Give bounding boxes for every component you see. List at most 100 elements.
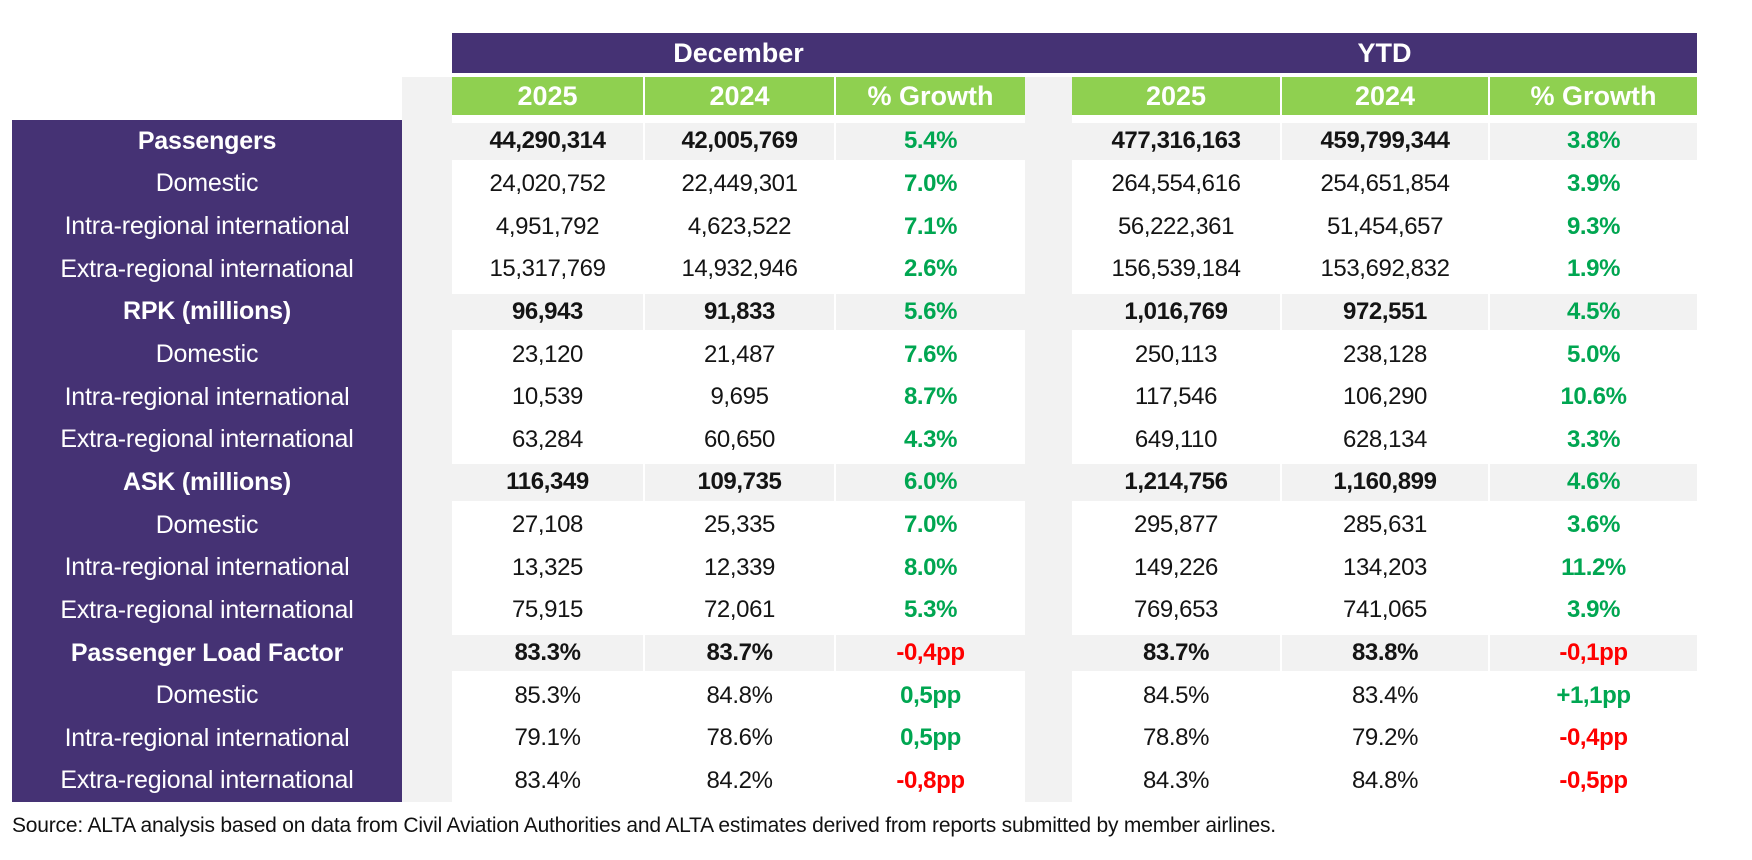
row-label: Domestic — [12, 162, 402, 206]
row-label: Intra-regional international — [12, 716, 402, 760]
traffic-table: December YTD 2025 2024 % Growth 2025 202… — [12, 33, 1697, 803]
cell-dec-growth: 7.0% — [834, 503, 1025, 547]
row-label: Domestic — [12, 333, 402, 376]
cell-dec-growth: 7.6% — [834, 333, 1025, 376]
row-label: RPK (millions) — [12, 290, 402, 334]
cell-dec-growth: 7.1% — [834, 205, 1025, 248]
cell-ytd-2025: 1,016,769 — [1072, 290, 1280, 334]
cell-dec-growth: -0,8pp — [834, 759, 1025, 803]
cell-ytd-growth: 11.2% — [1488, 546, 1697, 590]
cell-dec-growth: 8.0% — [834, 546, 1025, 590]
cell-dec-2025: 10,539 — [452, 375, 643, 419]
cell-ytd-growth: 9.3% — [1488, 205, 1697, 248]
cell-ytd-growth: -0,4pp — [1488, 716, 1697, 760]
ytd-2025-header: 2025 — [1072, 77, 1280, 115]
cell-dec-2024: 84.8% — [643, 674, 834, 717]
cell-dec-growth: 0,5pp — [834, 716, 1025, 760]
cell-ytd-2025: 84.3% — [1072, 759, 1280, 803]
cell-dec-2025: 83.3% — [452, 631, 643, 675]
row-label: Passengers — [12, 120, 402, 163]
cell-ytd-2024: 628,134 — [1280, 418, 1488, 462]
cell-dec-growth: 7.0% — [834, 162, 1025, 206]
cell-dec-growth: 5.3% — [834, 589, 1025, 632]
row-label: Extra-regional international — [12, 589, 402, 632]
cell-dec-2025: 13,325 — [452, 546, 643, 590]
dec-2025-header: 2025 — [452, 77, 643, 115]
cell-ytd-growth: 4.6% — [1488, 461, 1697, 504]
dec-growth-header: % Growth — [834, 77, 1025, 115]
cell-ytd-2024: 84.8% — [1280, 759, 1488, 803]
cell-dec-2024: 84.2% — [643, 759, 834, 803]
cell-dec-2024: 72,061 — [643, 589, 834, 632]
cell-dec-2025: 15,317,769 — [452, 247, 643, 291]
cell-ytd-growth: 3.9% — [1488, 162, 1697, 206]
period-header-bar — [452, 33, 1697, 73]
cell-ytd-2025: 117,546 — [1072, 375, 1280, 419]
cell-dec-2025: 24,020,752 — [452, 162, 643, 206]
cell-dec-2024: 14,932,946 — [643, 247, 834, 291]
row-label: Intra-regional international — [12, 546, 402, 590]
cell-ytd-2024: 83.8% — [1280, 631, 1488, 675]
cell-ytd-growth: 5.0% — [1488, 333, 1697, 376]
cell-dec-2024: 91,833 — [643, 290, 834, 334]
cell-ytd-2025: 84.5% — [1072, 674, 1280, 717]
cell-dec-2024: 42,005,769 — [643, 120, 834, 163]
cell-dec-2025: 44,290,314 — [452, 120, 643, 163]
cell-dec-2024: 78.6% — [643, 716, 834, 760]
cell-dec-growth: 6.0% — [834, 461, 1025, 504]
cell-ytd-2024: 51,454,657 — [1280, 205, 1488, 248]
cell-dec-2024: 60,650 — [643, 418, 834, 462]
cell-dec-growth: 2.6% — [834, 247, 1025, 291]
cell-ytd-2025: 295,877 — [1072, 503, 1280, 547]
cell-dec-2025: 63,284 — [452, 418, 643, 462]
cell-ytd-growth: 3.3% — [1488, 418, 1697, 462]
cell-ytd-2024: 83.4% — [1280, 674, 1488, 717]
cell-ytd-2024: 153,692,832 — [1280, 247, 1488, 291]
cell-dec-2025: 75,915 — [452, 589, 643, 632]
cell-dec-2025: 116,349 — [452, 461, 643, 504]
ytd-growth-header: % Growth — [1488, 77, 1697, 115]
cell-ytd-2025: 264,554,616 — [1072, 162, 1280, 206]
cell-ytd-2025: 1,214,756 — [1072, 461, 1280, 504]
ytd-2024-header: 2024 — [1280, 77, 1488, 115]
cell-dec-growth: 8.7% — [834, 375, 1025, 419]
row-label: ASK (millions) — [12, 461, 402, 504]
cell-ytd-2024: 741,065 — [1280, 589, 1488, 632]
cell-ytd-growth: 4.5% — [1488, 290, 1697, 334]
cell-dec-2024: 83.7% — [643, 631, 834, 675]
cell-ytd-2025: 78.8% — [1072, 716, 1280, 760]
cell-ytd-2024: 459,799,344 — [1280, 120, 1488, 163]
cell-dec-2025: 85.3% — [452, 674, 643, 717]
cell-ytd-2025: 477,316,163 — [1072, 120, 1280, 163]
cell-ytd-2024: 134,203 — [1280, 546, 1488, 590]
cell-ytd-2025: 250,113 — [1072, 333, 1280, 376]
cell-dec-2025: 83.4% — [452, 759, 643, 803]
cell-ytd-2024: 79.2% — [1280, 716, 1488, 760]
cell-dec-2025: 96,943 — [452, 290, 643, 334]
dec-2024-header: 2024 — [643, 77, 834, 115]
cell-ytd-growth: +1,1pp — [1488, 674, 1697, 717]
cell-dec-2024: 9,695 — [643, 375, 834, 419]
cell-dec-2025: 79.1% — [452, 716, 643, 760]
cell-ytd-2025: 56,222,361 — [1072, 205, 1280, 248]
cell-ytd-2024: 1,160,899 — [1280, 461, 1488, 504]
row-label: Extra-regional international — [12, 247, 402, 291]
cell-dec-growth: 5.6% — [834, 290, 1025, 334]
cell-ytd-2025: 649,110 — [1072, 418, 1280, 462]
row-label: Extra-regional international — [12, 418, 402, 462]
cell-ytd-growth: -0,1pp — [1488, 631, 1697, 675]
row-label: Intra-regional international — [12, 375, 402, 419]
cell-ytd-growth: 10.6% — [1488, 375, 1697, 419]
cell-ytd-2025: 149,226 — [1072, 546, 1280, 590]
cell-ytd-2024: 972,551 — [1280, 290, 1488, 334]
row-label: Extra-regional international — [12, 759, 402, 803]
cell-ytd-2024: 254,651,854 — [1280, 162, 1488, 206]
cell-dec-2024: 25,335 — [643, 503, 834, 547]
cell-dec-growth: 0,5pp — [834, 674, 1025, 717]
cell-ytd-2024: 285,631 — [1280, 503, 1488, 547]
cell-dec-2024: 12,339 — [643, 546, 834, 590]
cell-ytd-growth: -0,5pp — [1488, 759, 1697, 803]
cell-ytd-2024: 238,128 — [1280, 333, 1488, 376]
cell-ytd-2025: 156,539,184 — [1072, 247, 1280, 291]
